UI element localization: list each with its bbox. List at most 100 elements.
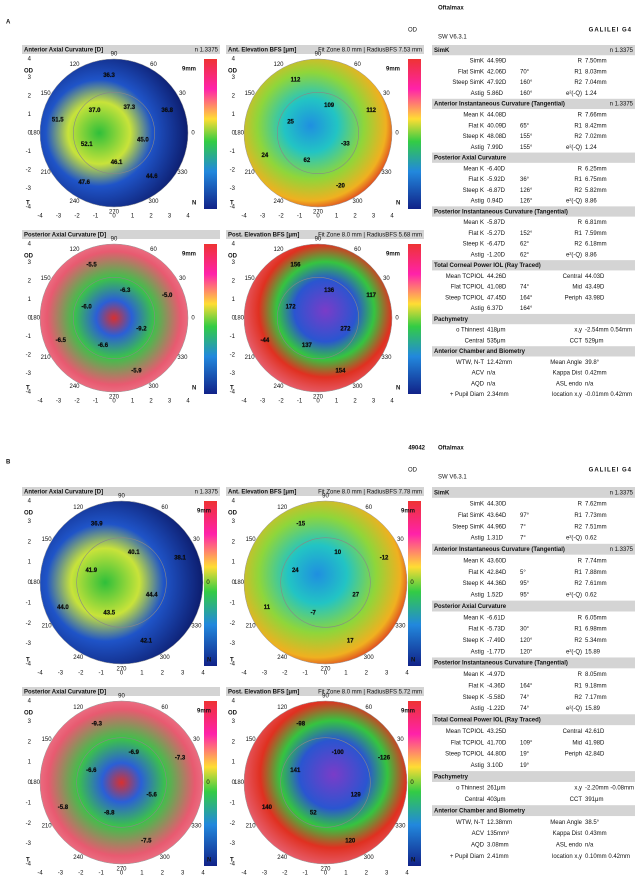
row-label-2: R1 [574, 627, 582, 633]
row-label: Mean K [463, 615, 484, 621]
row-label-2: R2 [574, 695, 582, 701]
map-value: 44.0 [57, 605, 69, 611]
map-value: 42.1 [140, 639, 152, 645]
x-tick-label: 3 [385, 671, 389, 677]
x-tick-label: 2 [149, 399, 153, 405]
x-tick-label: 3 [372, 214, 376, 220]
angle-label: 210 [42, 623, 53, 629]
scale-label: 9mm [386, 252, 400, 258]
color-scale [204, 59, 217, 209]
row-label-2: R [578, 615, 583, 621]
row-value-2: 41.98D [585, 740, 605, 746]
row-label-2: R2 [574, 524, 582, 530]
y-tick-label: -3 [26, 641, 32, 647]
angle-label: 240 [69, 384, 80, 390]
row-value: 43.25D [487, 729, 507, 735]
map-value: 37.3 [123, 105, 135, 111]
y-tick-label: 2 [28, 539, 32, 545]
map-title: Anterior Axial Curvature [D] [24, 490, 103, 496]
row-label-2: R1 [574, 69, 582, 75]
angle-label: 60 [150, 62, 157, 68]
row-axis: 120° [520, 649, 533, 655]
row-label: AQD [471, 381, 485, 387]
row-label: Flat K [468, 570, 484, 576]
row-value: 47.45D [487, 295, 507, 301]
row-label-2: e²(-Q) [566, 91, 582, 97]
record-code: 49042 [408, 446, 425, 452]
row-value-2: -2.54mm 0.54mm [585, 328, 632, 334]
x-tick-label: -2 [282, 871, 288, 877]
row-value-2: 8.42mm [585, 123, 607, 129]
row-value-2: 0.62 [585, 593, 597, 599]
row-value-2: 15.89 [585, 649, 601, 655]
row-value: 2.41mm [487, 854, 509, 860]
x-tick-label: -1 [302, 871, 308, 877]
row-axis: 160° [520, 91, 533, 97]
angle-label: 30 [383, 276, 390, 282]
row-axis: 74° [520, 285, 530, 291]
row-label: Mean TCPIOL [446, 729, 485, 735]
angle-label: 150 [41, 276, 52, 282]
row-value: 5.86D [487, 91, 504, 97]
row-value: 48.08D [487, 134, 507, 140]
map-value: 17 [347, 639, 354, 645]
map-value: 38.1 [174, 555, 186, 561]
angle-label: 60 [354, 247, 361, 253]
section-note: n 1.3375 [610, 48, 634, 54]
vendor: Oftalmax [438, 6, 464, 12]
row-value: -5.27D [487, 231, 506, 237]
angle-label: 30 [193, 737, 200, 743]
row-label-2: R [578, 220, 583, 226]
row-label-2: R [578, 672, 583, 678]
angle-label: 300 [160, 655, 171, 661]
row-value: 44.08D [487, 113, 507, 119]
x-tick-label: 3 [168, 214, 172, 220]
x-tick-label: 4 [201, 871, 205, 877]
row-value: 0.94D [487, 199, 504, 205]
map-value: 47.6 [78, 180, 90, 186]
x-tick-label: -3 [262, 871, 268, 877]
x-tick-label: 2 [353, 399, 357, 405]
row-label-2: R1 [574, 570, 582, 576]
row-axis: 62° [520, 242, 530, 248]
map-value: 120 [345, 839, 356, 845]
angle-label: 90 [118, 494, 125, 500]
y-tick-label: 4 [28, 242, 32, 248]
map-value: 41.9 [85, 568, 97, 574]
map-value: -100 [332, 750, 345, 756]
x-tick-label: -3 [260, 214, 266, 220]
x-tick-label: -1 [98, 671, 104, 677]
y-tick-label: 4 [232, 699, 236, 705]
y-tick-label: 3 [232, 519, 236, 525]
angle-label: 120 [277, 705, 288, 711]
row-value: -4.97D [487, 672, 506, 678]
y-tick-label: 2 [232, 94, 236, 100]
map-title: Ant. Elevation BFS [μm] [228, 490, 296, 496]
section-title: SimK [434, 48, 450, 54]
row-label-2: R1 [574, 513, 582, 519]
y-tick-label: -2 [26, 168, 32, 174]
row-label-2: location x,y [552, 854, 582, 860]
angle-label: 30 [397, 537, 404, 543]
map-value: 46.1 [111, 160, 123, 166]
x-tick-label: -3 [260, 399, 266, 405]
x-tick-label: 2 [161, 871, 165, 877]
brand: GALILEI G4 [589, 28, 632, 34]
map-value: -8.8 [104, 810, 115, 816]
x-tick-label: -1 [98, 871, 104, 877]
y-tick-label: 4 [28, 699, 32, 705]
row-label-2: Kappa Dist [553, 831, 583, 837]
y-tick-label: -3 [26, 186, 32, 192]
eye-label: OD [228, 254, 238, 260]
y-tick-label: 1 [28, 112, 32, 118]
row-value-2: 6.75mm [585, 177, 607, 183]
row-label: Mean K [463, 672, 484, 678]
row-label: Astig [471, 536, 484, 542]
row-label-2: R [578, 558, 583, 564]
map-info: Fit Zone 8.0 mm | RadiusBFS 7.78 mm [318, 490, 422, 496]
angle-label: 240 [273, 199, 284, 205]
y-tick-label: -2 [26, 821, 32, 827]
row-label-2: Periph [565, 752, 582, 758]
x-tick-label: -1 [93, 399, 99, 405]
x-tick-label: 4 [186, 214, 190, 220]
